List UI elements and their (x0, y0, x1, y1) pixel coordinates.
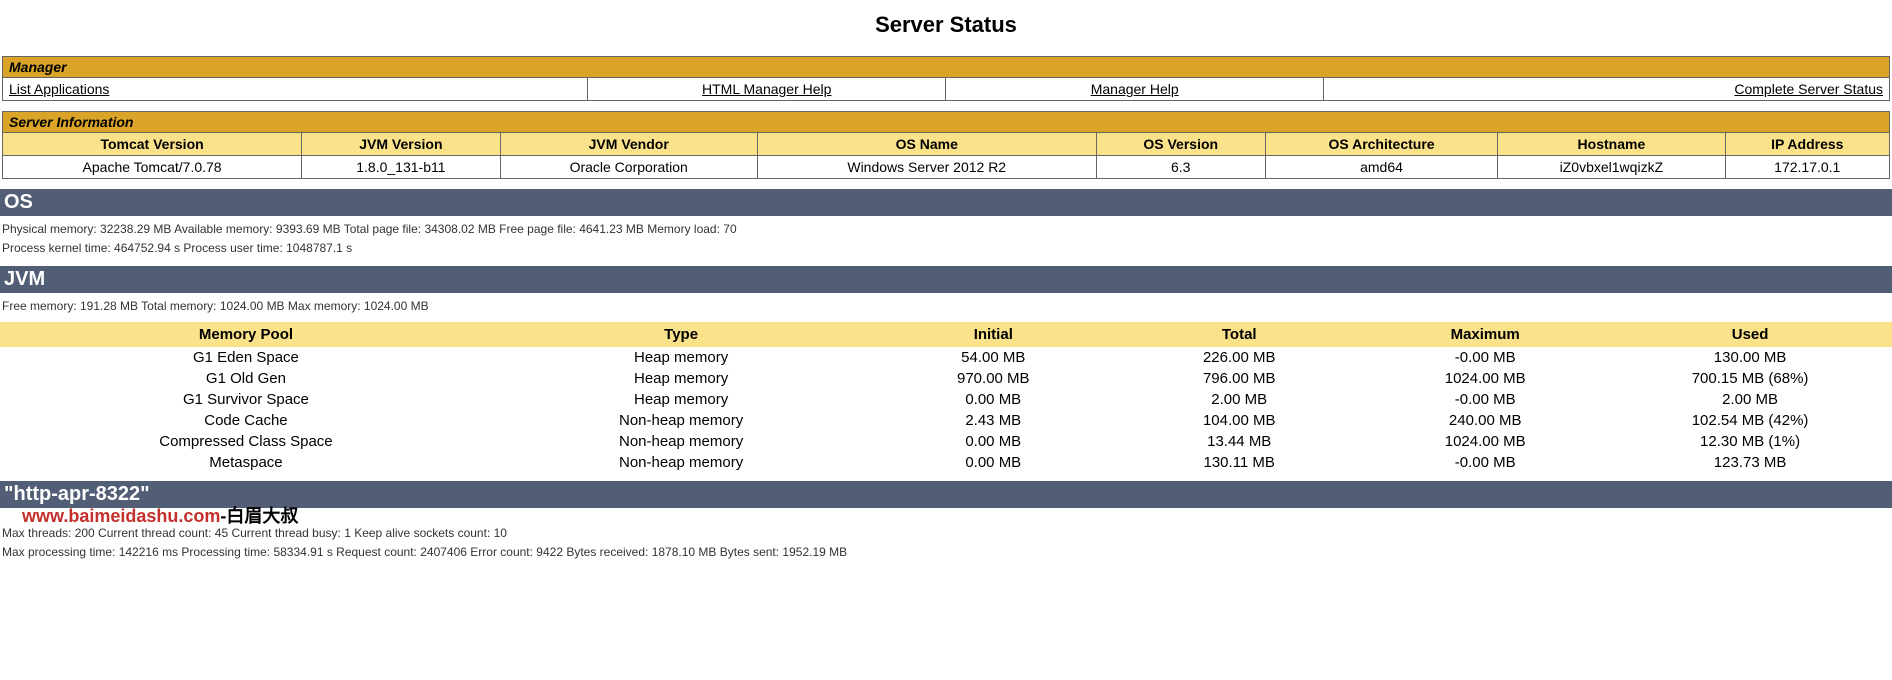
watermark-en: www.baimeidashu.com (22, 506, 220, 526)
table-cell: Heap memory (492, 347, 870, 368)
connector-line2: Max processing time: 142216 ms Processin… (0, 543, 1892, 562)
table-cell: -0.00 MB (1362, 452, 1608, 473)
col-jvm-version: JVM Version (302, 133, 501, 156)
server-info-columns: Tomcat Version JVM Version JVM Vendor OS… (3, 133, 1890, 156)
col-ip: IP Address (1725, 133, 1889, 156)
table-cell: 700.15 MB (68%) (1608, 368, 1892, 389)
table-cell: 130.11 MB (1116, 452, 1362, 473)
mem-col-initial: Initial (870, 322, 1116, 347)
table-cell: G1 Eden Space (0, 347, 492, 368)
val-tomcat-version: Apache Tomcat/7.0.78 (3, 156, 302, 179)
table-row: Code CacheNon-heap memory2.43 MB104.00 M… (0, 410, 1892, 431)
table-cell: Heap memory (492, 389, 870, 410)
table-cell: Non-heap memory (492, 452, 870, 473)
jvm-summary: Free memory: 191.28 MB Total memory: 102… (0, 297, 1892, 316)
table-cell: 226.00 MB (1116, 347, 1362, 368)
col-os-version: OS Version (1096, 133, 1265, 156)
col-os-arch: OS Architecture (1265, 133, 1497, 156)
table-row: Compressed Class SpaceNon-heap memory0.0… (0, 431, 1892, 452)
jvm-band: JVM (0, 266, 1892, 293)
table-cell: 796.00 MB (1116, 368, 1362, 389)
list-applications-link[interactable]: List Applications (9, 81, 109, 97)
table-cell: -0.00 MB (1362, 389, 1608, 410)
val-os-name: Windows Server 2012 R2 (757, 156, 1096, 179)
col-os-name: OS Name (757, 133, 1096, 156)
mem-col-type: Type (492, 322, 870, 347)
table-cell: 2.43 MB (870, 410, 1116, 431)
mem-col-total: Total (1116, 322, 1362, 347)
table-cell: Metaspace (0, 452, 492, 473)
table-row: G1 Eden SpaceHeap memory54.00 MB226.00 M… (0, 347, 1892, 368)
table-cell: 54.00 MB (870, 347, 1116, 368)
os-line2: Process kernel time: 464752.94 s Process… (0, 239, 1892, 258)
table-cell: Non-heap memory (492, 431, 870, 452)
table-cell: 1024.00 MB (1362, 368, 1608, 389)
table-cell: 102.54 MB (42%) (1608, 410, 1892, 431)
server-info-section: Server Information Tomcat Version JVM Ve… (2, 111, 1890, 179)
table-row: MetaspaceNon-heap memory0.00 MB130.11 MB… (0, 452, 1892, 473)
html-manager-help-link[interactable]: HTML Manager Help (702, 81, 831, 97)
val-jvm-version: 1.8.0_131-b11 (302, 156, 501, 179)
table-cell: 1024.00 MB (1362, 431, 1608, 452)
col-hostname: Hostname (1498, 133, 1725, 156)
col-jvm-vendor: JVM Vendor (500, 133, 757, 156)
manager-section: Manager List Applications HTML Manager H… (2, 56, 1890, 101)
manager-help-link[interactable]: Manager Help (1091, 81, 1179, 97)
table-cell: G1 Survivor Space (0, 389, 492, 410)
table-cell: 0.00 MB (870, 389, 1116, 410)
table-row: G1 Survivor SpaceHeap memory0.00 MB2.00 … (0, 389, 1892, 410)
mem-col-used: Used (1608, 322, 1892, 347)
table-cell: 2.00 MB (1116, 389, 1362, 410)
table-cell: 13.44 MB (1116, 431, 1362, 452)
val-os-arch: amd64 (1265, 156, 1497, 179)
server-info-values: Apache Tomcat/7.0.78 1.8.0_131-b11 Oracl… (3, 156, 1890, 179)
table-cell: 123.73 MB (1608, 452, 1892, 473)
val-jvm-vendor: Oracle Corporation (500, 156, 757, 179)
table-cell: 130.00 MB (1608, 347, 1892, 368)
table-cell: Non-heap memory (492, 410, 870, 431)
watermark-cn: -白眉大叔 (220, 506, 298, 526)
val-ip: 172.17.0.1 (1725, 156, 1889, 179)
mem-col-max: Maximum (1362, 322, 1608, 347)
col-tomcat-version: Tomcat Version (3, 133, 302, 156)
os-band: OS (0, 189, 1892, 216)
table-cell: 12.30 MB (1%) (1608, 431, 1892, 452)
os-line1: Physical memory: 32238.29 MB Available m… (0, 220, 1892, 239)
watermark: www.baimeidashu.com-白眉大叔 (22, 502, 1892, 528)
table-row: G1 Old GenHeap memory970.00 MB796.00 MB1… (0, 368, 1892, 389)
val-hostname: iZ0vbxel1wqizkZ (1498, 156, 1725, 179)
table-cell: Heap memory (492, 368, 870, 389)
table-cell: 104.00 MB (1116, 410, 1362, 431)
table-cell: 2.00 MB (1608, 389, 1892, 410)
manager-links-row: List Applications HTML Manager Help Mana… (3, 78, 1890, 101)
table-cell: -0.00 MB (1362, 347, 1608, 368)
table-cell: 240.00 MB (1362, 410, 1608, 431)
server-info-header: Server Information (3, 112, 1890, 133)
table-cell: 0.00 MB (870, 431, 1116, 452)
table-cell: 970.00 MB (870, 368, 1116, 389)
val-os-version: 6.3 (1096, 156, 1265, 179)
complete-server-status-link[interactable]: Complete Server Status (1734, 81, 1883, 97)
table-cell: 0.00 MB (870, 452, 1116, 473)
mem-col-pool: Memory Pool (0, 322, 492, 347)
table-cell: Compressed Class Space (0, 431, 492, 452)
table-cell: Code Cache (0, 410, 492, 431)
table-cell: G1 Old Gen (0, 368, 492, 389)
manager-header: Manager (3, 57, 1890, 78)
memory-pool-header-row: Memory Pool Type Initial Total Maximum U… (0, 322, 1892, 347)
page-title: Server Status (0, 0, 1892, 56)
memory-pool-table: Memory Pool Type Initial Total Maximum U… (0, 322, 1892, 473)
